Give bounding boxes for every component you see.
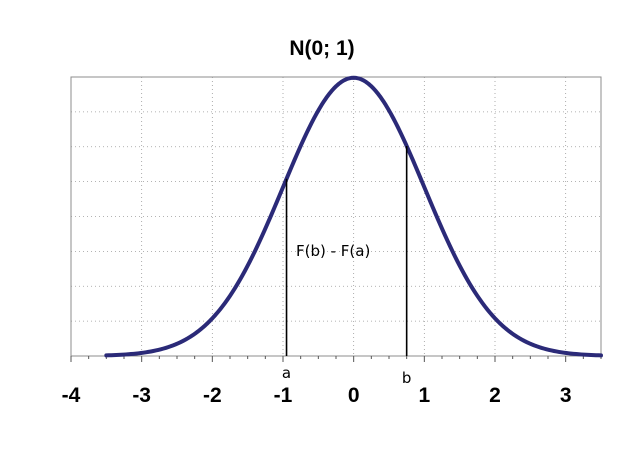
marker-label-b: b [402,369,412,387]
x-tick-label: 1 [418,384,430,407]
x-tick-label: -4 [62,384,81,407]
density-curve [104,75,603,358]
x-tick-label: 2 [489,384,501,407]
x-tick-label: 3 [560,384,572,407]
x-axis-ticks [70,356,602,362]
x-tick-label: 0 [348,384,360,407]
x-tick-label: -2 [203,384,222,407]
x-tick-label: -3 [132,384,151,407]
x-axis-tick-labels: -4 -3 -2 -1 0 1 2 3 [62,384,572,407]
marker-label-a: a [282,364,291,382]
grid [71,77,601,356]
chart-title: N(0; 1) [289,37,354,60]
area-annotation: F(b) - F(a) [296,242,370,260]
x-tick-label: -1 [274,384,293,407]
